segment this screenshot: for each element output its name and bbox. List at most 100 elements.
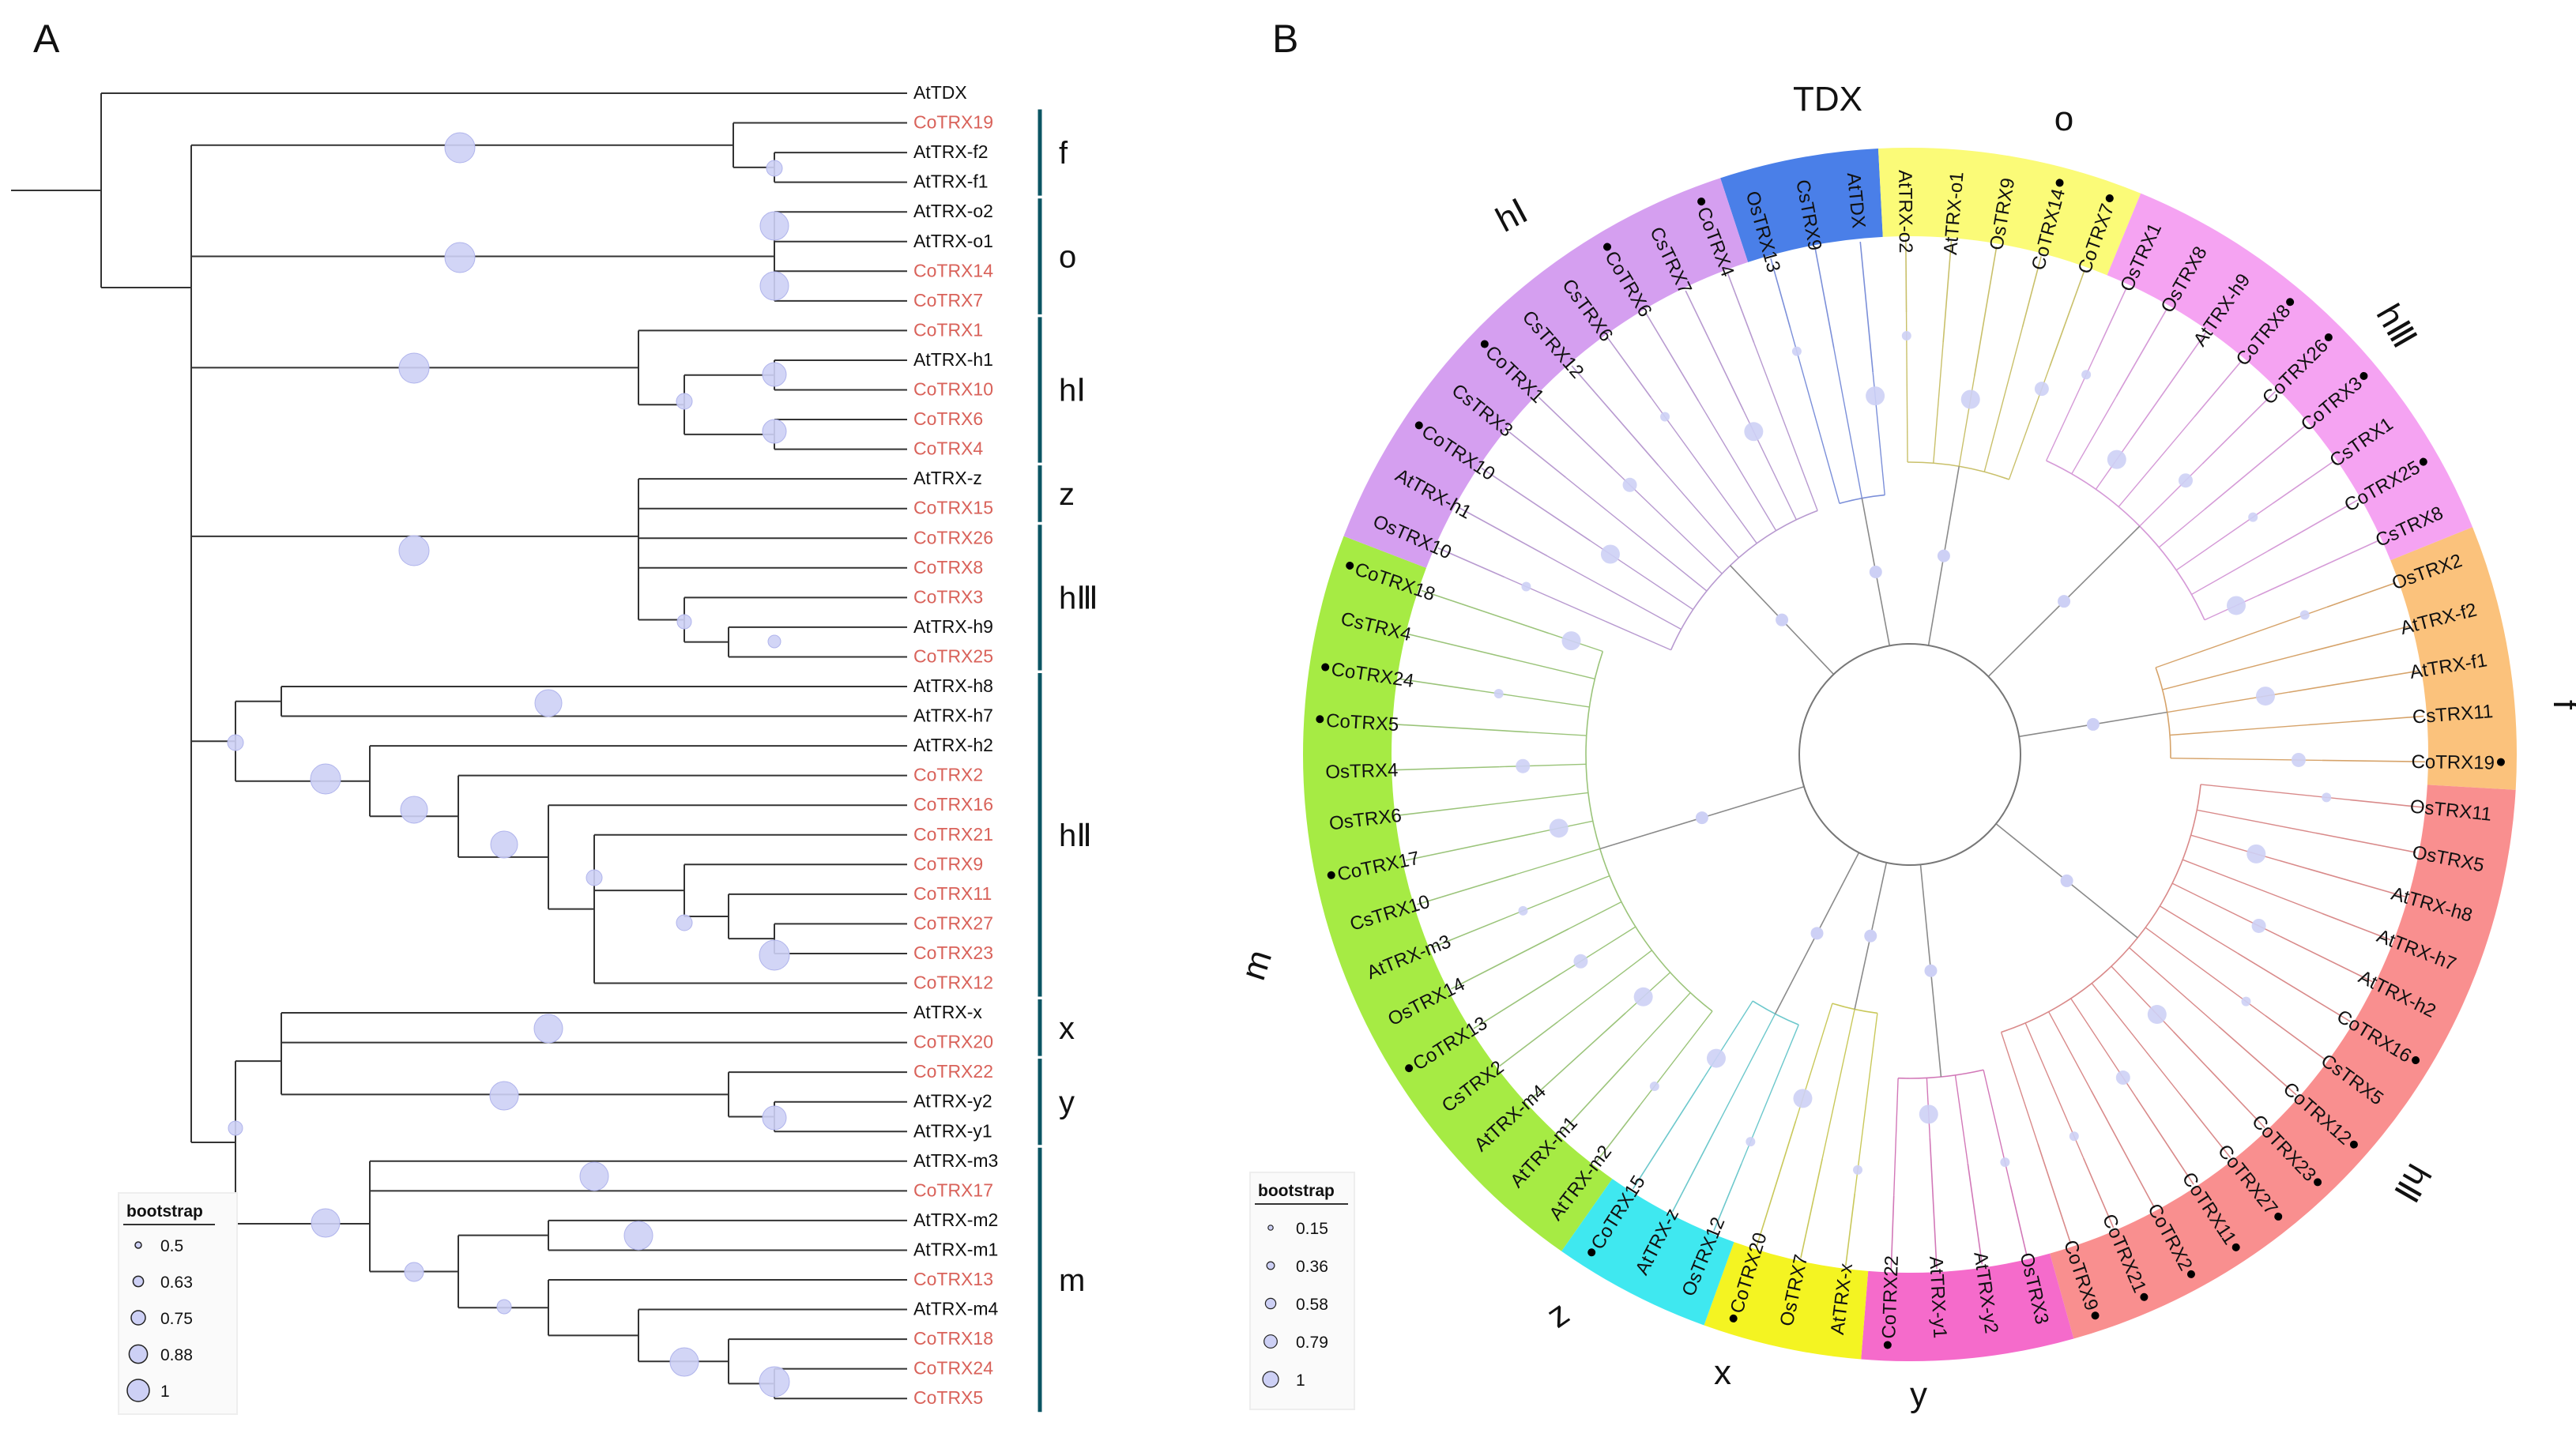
leaf-label: CoTRX19 — [913, 112, 993, 133]
leaf-label: CoTRX26 — [913, 527, 993, 547]
bootstrap-circle — [1600, 544, 1620, 564]
panel-b-label: B — [1272, 17, 1298, 61]
bootstrap-circle — [2069, 1131, 2079, 1142]
bootstrap-circle — [310, 763, 341, 795]
leaf-group: CoTRX5 — [1316, 710, 1399, 736]
branch — [1398, 806, 1474, 816]
bootstrap-circle — [676, 914, 693, 931]
bootstrap-circle — [2115, 1070, 2130, 1085]
panel-b-group-labels: TDX o hⅢ f hⅡ y x z m hⅠ — [1233, 80, 2576, 1414]
group-sector — [1861, 1253, 2074, 1361]
legend-box — [1249, 1172, 1355, 1410]
bootstrap-circle — [1776, 613, 1789, 626]
group-label: hⅠ — [1489, 192, 1534, 240]
bootstrap-circle — [2251, 918, 2266, 933]
coffee-marker-dot — [1327, 871, 1335, 879]
leaf-group: CoTRX19 — [2411, 751, 2505, 774]
legend-value: 1 — [160, 1383, 170, 1401]
branch — [1473, 973, 1561, 1029]
legend-circle — [128, 1344, 149, 1364]
bootstrap-circle — [1960, 389, 1980, 409]
coffee-marker-dot — [1321, 663, 1330, 672]
bootstrap-circle — [1864, 929, 1877, 942]
branch — [2326, 581, 2396, 608]
bootstrap-circle — [1649, 1082, 1659, 1092]
leaf-label: CoTRX3 — [913, 586, 983, 607]
bootstrap-circle — [676, 614, 692, 630]
branch — [1639, 1010, 1713, 1106]
coffee-marker-dot — [1587, 1248, 1596, 1257]
bootstrap-circle — [398, 535, 430, 566]
branch — [1698, 401, 1777, 532]
leaf-label: AtTRX-h8 — [913, 675, 993, 696]
legend-value: 0.75 — [160, 1310, 193, 1328]
bootstrap-circle — [2226, 596, 2246, 615]
coffee-marker-dot — [1405, 1064, 1414, 1073]
bootstrap-circle — [1810, 927, 1824, 940]
leaf-label: AtTRX-y2 — [913, 1091, 992, 1112]
leaf-label: CoTRX22 — [1878, 1255, 1903, 1339]
leaf-label: AtTRX-o2 — [1894, 170, 1916, 254]
branch — [1859, 241, 1874, 373]
bootstrap-circle — [2291, 752, 2306, 767]
bootstrap-circle — [2246, 844, 2266, 863]
bootstrap-circle — [1622, 477, 1637, 492]
group-label: TDX — [1793, 80, 1862, 119]
branch — [2190, 834, 2280, 861]
branch — [1405, 832, 1536, 861]
group-sector — [2107, 193, 2473, 561]
branch — [2111, 965, 2174, 1033]
legend-circle — [1267, 1225, 1274, 1231]
coffee-marker-dot — [2274, 1212, 2283, 1221]
legend-circle — [1262, 1371, 1279, 1388]
branch — [1800, 1157, 1824, 1259]
branch — [2350, 715, 2424, 723]
coffee-marker-dot — [2186, 1270, 2195, 1278]
branch — [2278, 860, 2405, 897]
group-sector — [1303, 536, 1613, 1251]
branch — [2322, 759, 2425, 763]
branch — [1432, 919, 1501, 949]
coffee-marker-dot — [1414, 421, 1423, 430]
bootstrap-circle — [1706, 1048, 1726, 1068]
leaf-label: AtTRX-z — [913, 468, 982, 488]
group-sector — [1720, 149, 1883, 262]
branch — [1756, 1120, 1797, 1247]
leaf-label: AtTRX-f2 — [913, 141, 989, 162]
leaf-label: CoTRX16 — [913, 794, 993, 815]
group-label: hⅢ — [1059, 581, 1098, 615]
group-label: f — [1059, 136, 1068, 171]
leaf-label: CoTRX20 — [913, 1032, 993, 1052]
legend-title: bootstrap — [1258, 1182, 1335, 1200]
group-sector — [1561, 1179, 1734, 1326]
leaf-group: CoTRX22 — [1878, 1255, 1903, 1349]
branch — [2082, 1157, 2115, 1228]
group-label: m — [1059, 1263, 1085, 1298]
branch — [2191, 550, 2269, 596]
bootstrap-circle — [2322, 792, 2332, 803]
leaf-label: CoTRX21 — [913, 824, 993, 845]
bootstrap-circle — [2299, 610, 2310, 620]
branch — [2170, 720, 2351, 736]
branch — [2096, 287, 2128, 354]
branch — [1719, 1014, 1776, 1122]
leaf-label: CoTRX7 — [913, 290, 983, 310]
branch — [1954, 1074, 1969, 1164]
group-label: y — [1910, 1375, 1927, 1414]
panel-a-rectangular-tree: A AtTDXCoTRX19AtTRX-f2AtTRX-f1AtTRX-o2At… — [11, 17, 1098, 1415]
group-label: hⅡ — [2386, 1157, 2439, 1208]
bootstrap-circle — [489, 1081, 519, 1111]
panel-a-legend: bootstrap 0.5 0.63 0.75 0.88 1 — [118, 1192, 238, 1415]
leaf-label: AtTRX-h9 — [913, 616, 993, 637]
legend-circle — [130, 1310, 146, 1326]
branch — [1958, 375, 1975, 467]
legend-items: 0.5 0.63 0.75 0.88 1 — [126, 1237, 193, 1402]
bootstrap-circle — [2034, 382, 2049, 397]
bootstrap-circle — [1793, 1089, 1813, 1108]
branch — [1481, 467, 1591, 542]
leaf-label: CoTRX10 — [913, 379, 993, 400]
coffee-marker-dot — [2286, 298, 2295, 307]
branch — [2000, 1032, 2039, 1145]
bootstrap-circle — [533, 1014, 563, 1044]
